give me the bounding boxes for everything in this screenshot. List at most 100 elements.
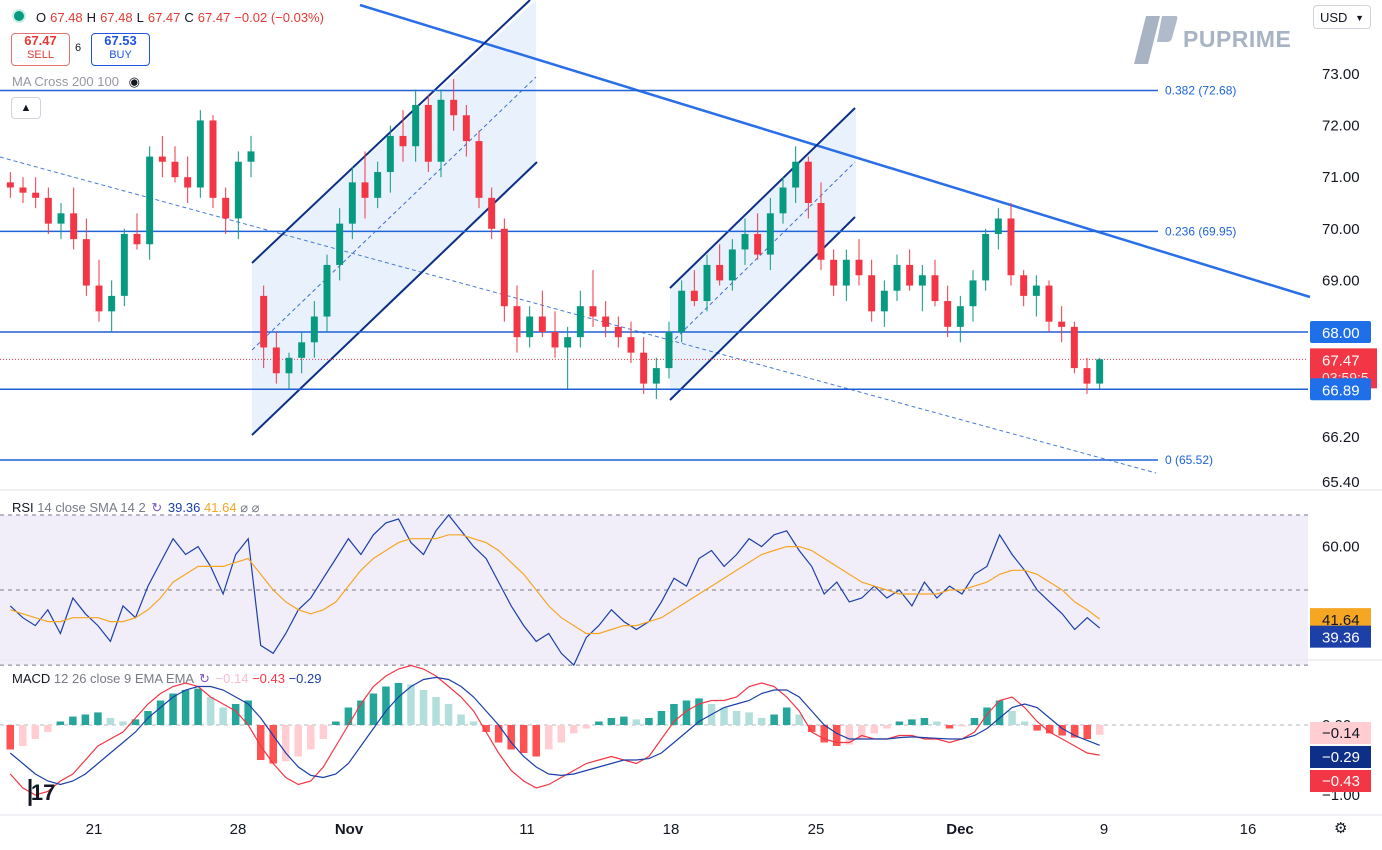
candle-body[interactable] xyxy=(120,233,128,296)
candle-body[interactable] xyxy=(779,187,787,214)
macd-histogram-bar[interactable] xyxy=(557,725,566,743)
macd-histogram-bar[interactable] xyxy=(344,707,353,726)
candle-body[interactable] xyxy=(538,316,546,332)
candle-body[interactable] xyxy=(222,197,230,219)
macd-histogram-bar[interactable] xyxy=(895,721,904,726)
candle-body[interactable] xyxy=(450,99,458,116)
candle-body[interactable] xyxy=(488,197,496,229)
macd-histogram-bar[interactable] xyxy=(1033,725,1041,731)
macd-histogram-bar[interactable] xyxy=(394,683,403,725)
candle-body[interactable] xyxy=(728,249,736,281)
candle-body[interactable] xyxy=(918,275,926,286)
candle-body[interactable] xyxy=(627,337,635,353)
candle-body[interactable] xyxy=(551,332,559,348)
macd-histogram-bar[interactable] xyxy=(357,700,365,726)
macd-histogram-bar[interactable] xyxy=(282,725,290,762)
macd-histogram-bar[interactable] xyxy=(256,725,265,760)
macd-histogram-bar[interactable] xyxy=(44,725,52,732)
macd-histogram-bar[interactable] xyxy=(983,707,991,726)
channel-2-upper[interactable] xyxy=(669,107,856,289)
channel-2-mid[interactable] xyxy=(669,161,856,345)
candle-body[interactable] xyxy=(880,290,888,312)
macd-histogram-bar[interactable] xyxy=(382,686,390,726)
candle-body[interactable] xyxy=(906,264,914,286)
candle-body[interactable] xyxy=(969,280,977,307)
candle-body[interactable] xyxy=(108,295,116,312)
channel-1-mid[interactable] xyxy=(251,76,537,351)
macd-histogram-bar[interactable] xyxy=(131,719,140,725)
candle-body[interactable] xyxy=(640,352,648,384)
candle-body[interactable] xyxy=(1096,359,1104,384)
candle-body[interactable] xyxy=(44,197,52,224)
candle-body[interactable] xyxy=(1007,218,1015,276)
rsi-ma-line[interactable] xyxy=(10,534,1101,635)
collapse-legend-button[interactable]: ▲ xyxy=(11,97,41,119)
macd-histogram-bar[interactable] xyxy=(6,725,15,750)
candle-body[interactable] xyxy=(868,275,876,312)
candle-body[interactable] xyxy=(386,135,394,173)
candle-body[interactable] xyxy=(589,306,597,317)
macd-histogram-bar[interactable] xyxy=(269,725,277,764)
macd-histogram-bar[interactable] xyxy=(745,712,753,725)
candle-body[interactable] xyxy=(82,239,90,286)
candle-body[interactable] xyxy=(424,104,432,162)
candle-body[interactable] xyxy=(196,120,204,188)
candle-body[interactable] xyxy=(475,141,483,198)
macd-histogram-bar[interactable] xyxy=(1058,725,1066,736)
macd-histogram-bar[interactable] xyxy=(595,721,603,726)
dashed-trendline[interactable] xyxy=(0,156,1157,474)
candle-body[interactable] xyxy=(716,264,724,281)
macd-histogram-bar[interactable] xyxy=(870,725,879,734)
candle-body[interactable] xyxy=(437,99,445,162)
candle-body[interactable] xyxy=(513,306,521,338)
candle-body[interactable] xyxy=(1045,285,1053,322)
candle-body[interactable] xyxy=(209,120,217,198)
macd-histogram-bar[interactable] xyxy=(457,714,465,726)
macd-histogram-bar[interactable] xyxy=(807,725,816,732)
candle-body[interactable] xyxy=(158,156,166,162)
candle-body[interactable] xyxy=(652,368,660,384)
eye-hidden-icon[interactable]: ◉ xyxy=(128,74,140,89)
macd-histogram-bar[interactable] xyxy=(695,698,703,725)
macd-histogram-bar[interactable] xyxy=(119,721,127,726)
macd-histogram-bar[interactable] xyxy=(1020,721,1029,726)
macd-histogram-bar[interactable] xyxy=(607,718,616,725)
macd-histogram-bar[interactable] xyxy=(369,693,378,726)
candle-body[interactable] xyxy=(1032,285,1040,296)
macd-histogram-bar[interactable] xyxy=(332,721,340,726)
macd-histogram-bar[interactable] xyxy=(181,690,190,725)
macd-histogram-bar[interactable] xyxy=(1045,725,1054,734)
macd-histogram-bar[interactable] xyxy=(544,725,553,750)
candle-body[interactable] xyxy=(6,182,14,188)
macd-histogram-bar[interactable] xyxy=(582,725,591,729)
buy-button[interactable]: 67.53 BUY xyxy=(91,33,150,66)
macd-histogram-bar[interactable] xyxy=(1008,711,1016,725)
macd-histogram-bar[interactable] xyxy=(156,700,165,726)
macd-histogram-bar[interactable] xyxy=(632,719,641,725)
macd-histogram-bar[interactable] xyxy=(820,725,828,743)
candle-body[interactable] xyxy=(994,218,1002,234)
macd-histogram-bar[interactable] xyxy=(507,725,515,750)
channel-1-upper[interactable] xyxy=(251,0,531,264)
macd-histogram-bar[interactable] xyxy=(933,721,941,726)
candle-body[interactable] xyxy=(944,301,952,327)
macd-histogram-bar[interactable] xyxy=(169,693,177,726)
macd-histogram-bar[interactable] xyxy=(670,704,678,725)
macd-histogram-bar[interactable] xyxy=(106,718,115,725)
macd-histogram-bar[interactable] xyxy=(945,725,954,729)
macd-histogram-bar[interactable] xyxy=(770,714,778,726)
candle-body[interactable] xyxy=(19,187,27,193)
candle-body[interactable] xyxy=(830,259,838,286)
candle-body[interactable] xyxy=(310,316,318,343)
candle-body[interactable] xyxy=(348,182,356,224)
macd-histogram-bar[interactable] xyxy=(795,714,803,726)
macd-histogram-bar[interactable] xyxy=(1083,725,1091,739)
macd-histogram-bar[interactable] xyxy=(407,684,415,725)
macd-histogram-bar[interactable] xyxy=(194,688,202,725)
ma-cross-legend[interactable]: MA Cross 200 100 ◉ xyxy=(12,74,140,90)
macd-histogram-bar[interactable] xyxy=(995,700,1004,726)
candle-body[interactable] xyxy=(576,306,584,338)
macd-histogram-bar[interactable] xyxy=(845,725,854,745)
candle-body[interactable] xyxy=(412,104,420,147)
currency-select[interactable]: USD ▼ xyxy=(1313,5,1371,29)
